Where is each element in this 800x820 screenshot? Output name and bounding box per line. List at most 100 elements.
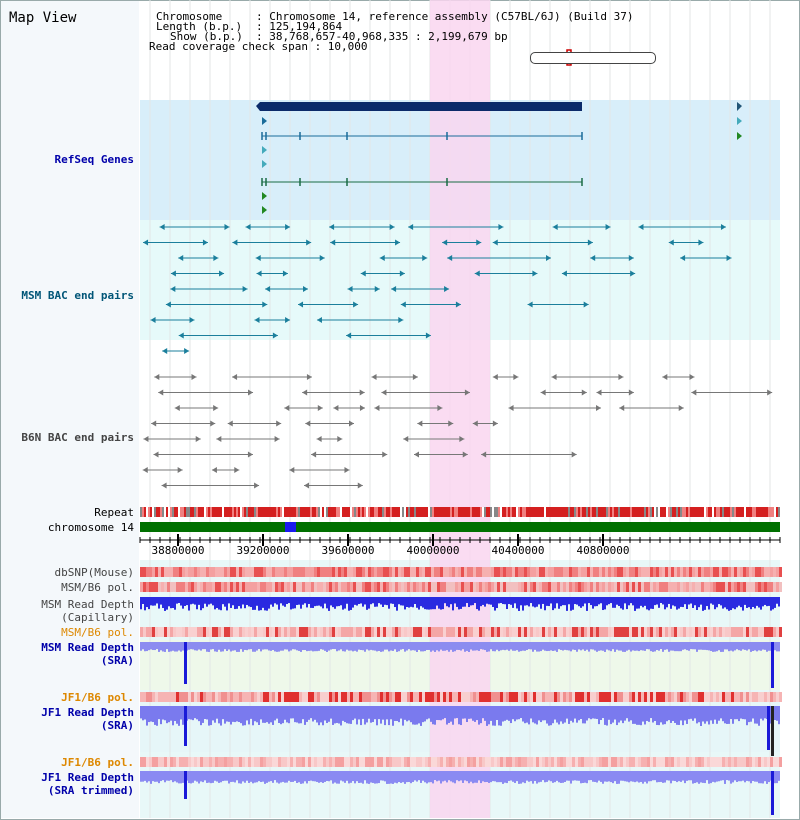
repeat-segment [198,507,200,517]
polymorphism-cell [386,757,389,767]
read-depth-bar [430,771,432,783]
track-label-jf1-b6-pol-2[interactable]: JF1/B6 pol. [61,756,134,769]
polymorphism-cell [155,627,158,637]
polymorphism-cell [554,757,557,767]
bac-end-marker [213,255,219,261]
polymorphism-cell [347,757,350,767]
read-depth-bar [204,771,206,781]
repeat-segment [764,507,766,517]
polymorphism-cell [464,567,467,577]
repeat-segment [208,507,210,517]
polymorphism-cell [764,757,767,767]
chromosome-ideogram[interactable] [530,52,656,64]
read-depth-bar [162,642,164,652]
track-label-msm-bac[interactable]: MSM BAC end pairs [21,289,134,302]
read-depth-bar [648,771,650,782]
polymorphism-cell [695,582,698,592]
track-label-jf1-b6-pol-1[interactable]: JF1/B6 pol. [61,691,134,704]
polymorphism-cell [578,582,581,592]
read-depth-bar [260,706,262,720]
polymorphism-cell [644,757,647,767]
read-depth-bar [554,642,556,651]
bac-end-marker [638,224,644,230]
repeat-segment [218,507,220,517]
read-depth-bar [480,597,482,607]
repeat-segment [488,507,490,517]
read-depth-bar [262,597,264,608]
polymorphism-cell [374,627,377,637]
repeat-segment [542,507,544,517]
repeat-segment [232,507,234,517]
polymorphism-cell [485,567,488,577]
read-depth-bar [414,771,416,781]
read-depth-bar [306,771,308,784]
track-label-jf1-depth-trim[interactable]: JF1 Read Depth [41,771,134,784]
read-depth-bar [530,706,532,719]
read-depth-bar [456,642,458,650]
read-depth-bar [452,771,454,783]
polymorphism-cell [647,567,650,577]
read-depth-bar [208,597,210,605]
repeat-segment [674,507,676,517]
polymorphism-cell [731,582,734,592]
read-depth-bar [480,706,482,724]
read-depth-bar [408,706,410,721]
repeat-segment [732,507,734,517]
polymorphism-cell [650,757,653,767]
polymorphism-cell [707,692,710,702]
track-label-b6n-bac[interactable]: B6N BAC end pairs [21,431,134,444]
read-depth-bar [716,642,718,652]
read-depth-bar [312,771,314,782]
track-label-dbsnp[interactable]: dbSNP(Mouse) [54,566,134,579]
repeat-segment [228,507,230,517]
read-depth-bar [314,771,316,782]
polymorphism-cell [569,627,572,637]
polymorphism-cell [359,567,362,577]
polymorphism-cell [419,757,422,767]
read-depth-bar [426,642,428,650]
polymorphism-cell [194,582,197,592]
read-depth-bar [670,597,672,609]
polymorphism-cell [515,567,518,577]
read-depth-bar [230,642,232,652]
polymorphism-cell [641,627,644,637]
polymorphism-cell [548,582,551,592]
repeat-segment [740,507,742,517]
read-depth-bar [624,771,626,782]
read-depth-bar [514,706,516,722]
repeat-segment [284,507,286,517]
track-label-msm-b6-pol-2[interactable]: MSM/B6 pol. [61,626,134,639]
track-label-msm-depth-cap[interactable]: MSM Read Depth [41,598,134,611]
track-label-msm-depth-sra[interactable]: MSM Read Depth [41,641,134,654]
read-depth-bar [444,706,446,719]
polymorphism-cell [590,692,593,702]
repeat-segment [564,507,566,517]
track-label-repeat[interactable]: Repeat [94,506,134,519]
bac-end-marker [337,436,343,442]
read-depth-bar [588,597,590,604]
polymorphism-cell [179,582,182,592]
read-depth-bar [502,597,504,605]
read-depth-bar [402,597,404,606]
polymorphism-cell [563,567,566,577]
read-depth-bar [524,597,526,606]
read-depth-bar [694,771,696,784]
read-depth-bar [594,706,596,719]
read-depth-bar [548,771,550,781]
polymorphism-cell [398,567,401,577]
polymorphism-cell [248,567,251,577]
track-label-msm-b6-pol-1[interactable]: MSM/B6 pol. [61,581,134,594]
read-depth-bar [738,642,740,651]
polymorphism-cell [266,567,269,577]
read-depth-bar [152,771,154,782]
track-label-jf1-depth-sra[interactable]: JF1 Read Depth [41,706,134,719]
read-depth-bar [176,706,178,724]
track-label-refseq[interactable]: RefSeq Genes [54,153,134,166]
polymorphism-cell [152,582,155,592]
read-depth-bar [282,642,284,651]
polymorphism-cell [767,582,770,592]
read-depth-bar [674,642,676,652]
read-depth-bar [188,706,190,720]
polymorphism-cell [218,582,221,592]
